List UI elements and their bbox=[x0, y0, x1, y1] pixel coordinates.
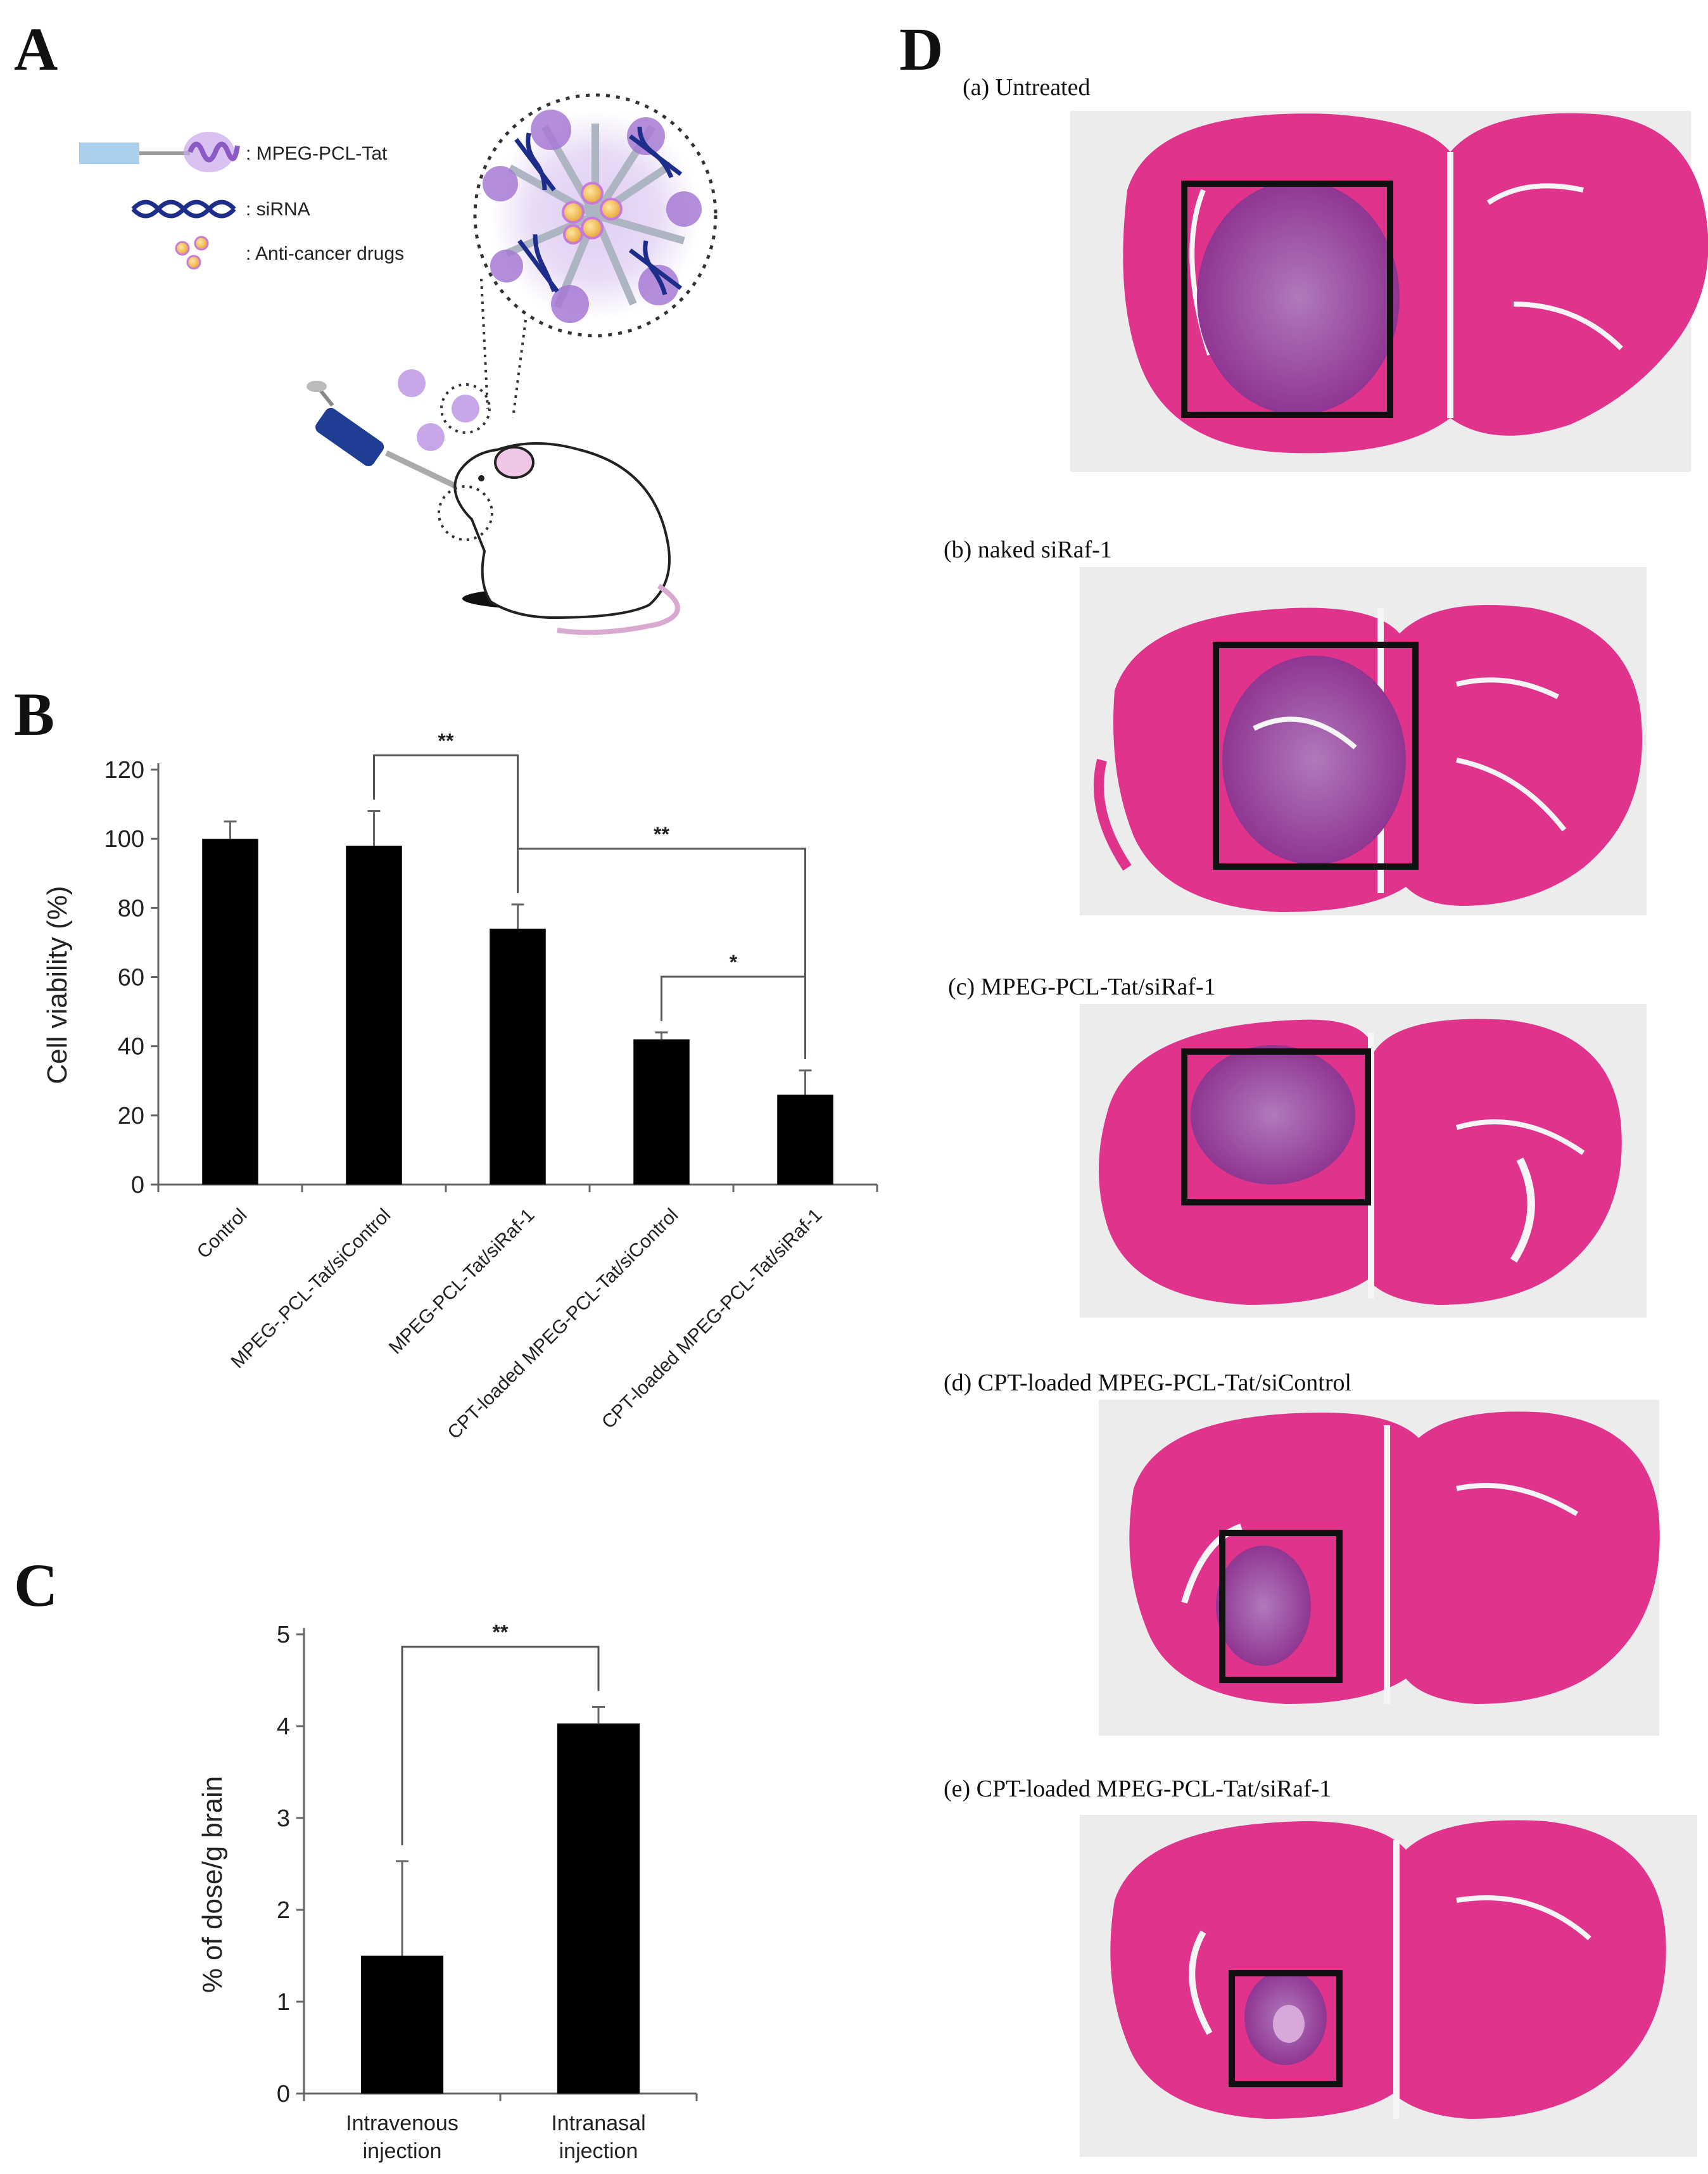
category-label: CPT-loaded MPEG-PCL-Tat/siRaf-1 bbox=[598, 1205, 826, 1433]
significance-label: * bbox=[730, 951, 738, 974]
significance-bracket bbox=[517, 848, 806, 1059]
y-tick-label: 2 bbox=[277, 1897, 290, 1924]
bar bbox=[777, 1095, 833, 1185]
significance-bracket bbox=[401, 1646, 600, 1846]
chart-c: % of dose/g brain 0 1 2 3 4 5 Intravenous injec… bbox=[197, 1621, 698, 2163]
bar bbox=[346, 846, 402, 1185]
chart-c-ylabel: % of dose/g brain bbox=[197, 1776, 228, 1993]
y-tick-label: 0 bbox=[131, 1172, 144, 1198]
drug-particles-icon bbox=[175, 236, 209, 270]
category-label: Intranasal bbox=[551, 2111, 645, 2135]
legend-label-drugs: : Anti-cancer drugs bbox=[246, 243, 404, 264]
dna-helix-icon bbox=[131, 200, 236, 219]
y-tick-label: 120 bbox=[104, 757, 144, 784]
y-tick-label: 1 bbox=[277, 1989, 290, 2016]
legend-label-polymer: : MPEG-PCL-Tat bbox=[246, 143, 388, 164]
category-label: Control bbox=[193, 1205, 251, 1263]
brain-section-e bbox=[1080, 1815, 1697, 2157]
category-label: Intravenous bbox=[346, 2111, 459, 2135]
pipette-icon bbox=[307, 381, 460, 491]
significance-label: ** bbox=[654, 823, 669, 846]
y-tick-label: 100 bbox=[104, 826, 144, 853]
histology-label-d: (d) CPT-loaded MPEG-PCL-Tat/siControl bbox=[944, 1370, 1351, 1396]
mouse-icon bbox=[438, 442, 680, 635]
significance-label: ** bbox=[438, 730, 454, 753]
histology-panel: (a) Untreated (b) naked siRaf-1 (c) MPEG… bbox=[944, 74, 1708, 2157]
y-tick-label: 5 bbox=[277, 1622, 290, 1648]
legend-label-sirna: : siRNA bbox=[246, 199, 310, 220]
category-label: CPT-loaded MPEG-PCL-Tat/siControl bbox=[443, 1205, 682, 1444]
y-tick-label: 0 bbox=[277, 2081, 290, 2107]
y-tick-label: 80 bbox=[118, 895, 144, 922]
micelle-zoom bbox=[473, 93, 718, 338]
significance-bracket bbox=[373, 754, 519, 893]
y-tick-label: 3 bbox=[277, 1805, 290, 1832]
bar bbox=[202, 839, 258, 1185]
small-micelles bbox=[398, 369, 491, 451]
polymer-icon bbox=[79, 132, 240, 172]
histology-label-e: (e) CPT-loaded MPEG-PCL-Tat/siRaf-1 bbox=[944, 1776, 1331, 1802]
brain-section-d bbox=[1099, 1400, 1660, 1736]
panel-letter-c: C bbox=[14, 1551, 58, 1619]
chart-b: Cell viability (%) 0 20 40 60 80 100 120 Contro… bbox=[42, 730, 878, 1444]
significance-bracket bbox=[661, 976, 806, 1059]
y-tick-label: 20 bbox=[118, 1103, 144, 1129]
chart-b-ylabel: Cell viability (%) bbox=[42, 886, 73, 1084]
category-label: MPEG-.PCL-Tat/siControl bbox=[227, 1205, 395, 1373]
bar bbox=[633, 1039, 690, 1185]
bar bbox=[490, 929, 546, 1185]
histology-label-a: (a) Untreated bbox=[963, 74, 1091, 101]
significance-label: ** bbox=[493, 1621, 509, 1644]
category-label: injection bbox=[559, 2139, 638, 2163]
brain-section-a bbox=[1070, 111, 1708, 472]
y-tick-label: 4 bbox=[277, 1713, 290, 1740]
histology-label-c: (c) MPEG-PCL-Tat/siRaf-1 bbox=[948, 974, 1216, 1000]
y-tick-label: 60 bbox=[118, 965, 144, 991]
bar bbox=[360, 1955, 444, 2094]
y-tick-label: 40 bbox=[118, 1034, 144, 1060]
panel-letter-b: B bbox=[14, 680, 54, 748]
histology-label-b: (b) naked siRaf-1 bbox=[944, 537, 1112, 563]
panel-letter-d: D bbox=[899, 15, 943, 83]
category-label: MPEG-PCL-Tat/siRaf-1 bbox=[385, 1205, 539, 1359]
brain-section-c bbox=[1080, 1004, 1647, 1318]
schematic-panel: : MPEG-PCL-Tat : siRNA : Anti-cancer dru… bbox=[79, 93, 718, 635]
brain-section-b bbox=[1080, 567, 1647, 915]
panel-letter-a: A bbox=[14, 15, 58, 83]
bar bbox=[557, 1723, 640, 2094]
category-label: injection bbox=[363, 2139, 442, 2163]
